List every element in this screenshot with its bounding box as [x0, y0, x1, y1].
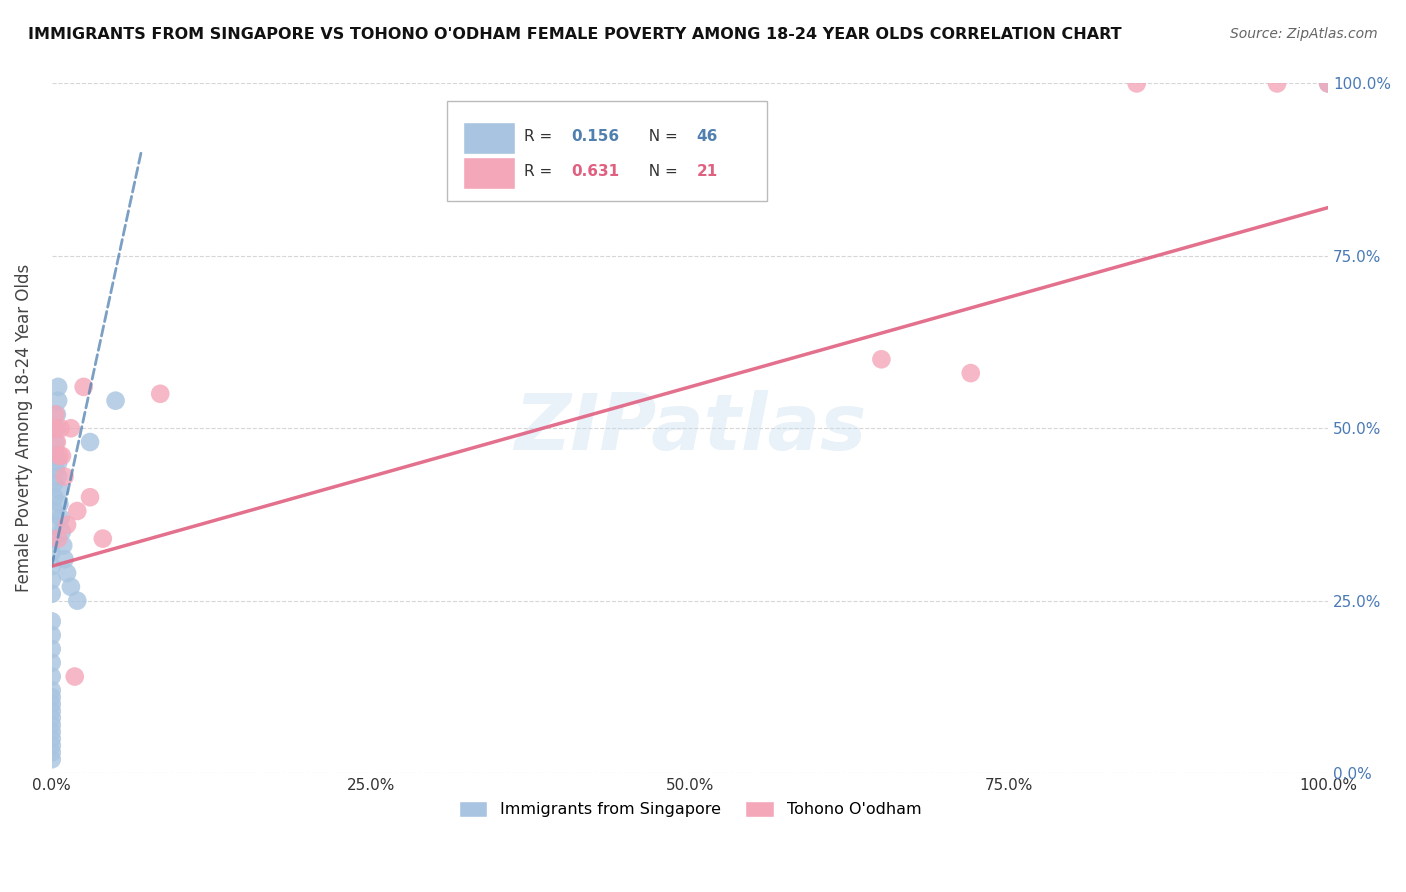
Text: R =: R = [524, 164, 557, 179]
Text: ZIPatlas: ZIPatlas [513, 391, 866, 467]
Point [149, 386, 172, 401]
FancyBboxPatch shape [463, 157, 515, 188]
Point [41, 656, 63, 670]
Point [41, 745, 63, 759]
Text: N =: N = [638, 164, 682, 179]
Point [51, 524, 73, 539]
Point [63, 669, 86, 683]
Point [48, 449, 70, 463]
FancyBboxPatch shape [463, 122, 515, 154]
Point [41, 559, 63, 574]
Point [49, 421, 72, 435]
Point [45, 421, 67, 435]
Point [44, 490, 66, 504]
Text: IMMIGRANTS FROM SINGAPORE VS TOHONO O'ODHAM FEMALE POVERTY AMONG 18-24 YEAR OLDS: IMMIGRANTS FROM SINGAPORE VS TOHONO O'OD… [28, 27, 1122, 42]
Point [46, 532, 69, 546]
Point [41, 724, 63, 739]
Point [41, 642, 63, 657]
Point [53, 469, 76, 483]
Point [56, 517, 79, 532]
Point [91, 532, 114, 546]
Point [42, 517, 65, 532]
Point [41, 545, 63, 559]
Point [42, 532, 65, 546]
Point [59, 421, 82, 435]
Point [41, 731, 63, 746]
Point [1125, 77, 1147, 91]
Point [52, 539, 75, 553]
Point [45, 449, 67, 463]
Point [41, 628, 63, 642]
Point [41, 587, 63, 601]
Point [66, 504, 89, 518]
Point [79, 490, 101, 504]
Point [1265, 77, 1288, 91]
Legend: Immigrants from Singapore, Tohono O'odham: Immigrants from Singapore, Tohono O'odha… [453, 795, 928, 823]
Text: 0.631: 0.631 [571, 164, 620, 179]
Text: Source: ZipAtlas.com: Source: ZipAtlas.com [1230, 27, 1378, 41]
Point [41, 573, 63, 587]
Point [45, 435, 67, 450]
Point [1317, 77, 1340, 91]
Point [41, 739, 63, 753]
Point [41, 690, 63, 705]
Text: R =: R = [524, 129, 557, 145]
Point [46, 469, 69, 483]
Point [48, 483, 70, 498]
Point [49, 511, 72, 525]
Text: N =: N = [638, 129, 682, 145]
Point [41, 704, 63, 718]
Point [48, 497, 70, 511]
Point [46, 393, 69, 408]
Point [41, 718, 63, 732]
Point [44, 476, 66, 491]
Text: 46: 46 [696, 129, 717, 145]
FancyBboxPatch shape [447, 101, 766, 201]
Text: 21: 21 [696, 164, 717, 179]
Point [45, 408, 67, 422]
Point [959, 366, 981, 380]
Point [73, 380, 96, 394]
Point [45, 463, 67, 477]
Point [41, 752, 63, 766]
Point [56, 566, 79, 580]
Point [41, 697, 63, 711]
Point [51, 449, 73, 463]
Point [45, 435, 67, 450]
Point [870, 352, 893, 367]
Point [45, 408, 67, 422]
Point [79, 435, 101, 450]
Text: 0.156: 0.156 [571, 129, 620, 145]
Point [44, 504, 66, 518]
Point [104, 393, 127, 408]
Point [46, 380, 69, 394]
Point [44, 421, 66, 435]
Point [53, 552, 76, 566]
Point [41, 615, 63, 629]
Point [41, 683, 63, 698]
Point [66, 593, 89, 607]
Point [1317, 77, 1340, 91]
Point [41, 711, 63, 725]
Point [46, 456, 69, 470]
Point [41, 669, 63, 683]
Y-axis label: Female Poverty Among 18-24 Year Olds: Female Poverty Among 18-24 Year Olds [15, 264, 32, 592]
Point [59, 580, 82, 594]
